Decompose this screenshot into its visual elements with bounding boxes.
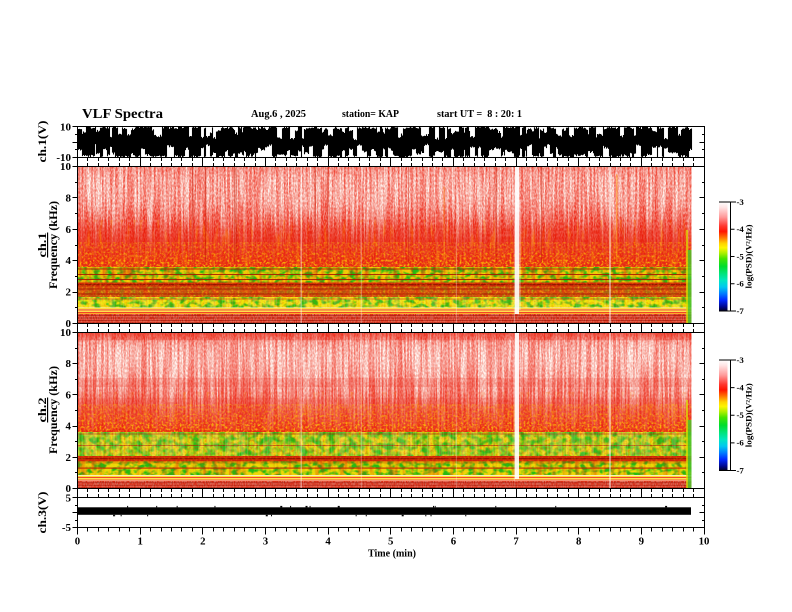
- svg-text:-4: -4: [737, 382, 745, 392]
- svg-text:3: 3: [263, 536, 269, 548]
- svg-text:station= KAP: station= KAP: [342, 108, 399, 120]
- svg-text:5: 5: [388, 536, 393, 548]
- svg-text:6: 6: [66, 389, 72, 401]
- svg-text:0: 0: [66, 483, 72, 495]
- svg-text:VLF Spectra: VLF Spectra: [82, 106, 163, 121]
- svg-text:log(PSD)(V²/Hz): log(PSD)(V²/Hz): [745, 383, 754, 447]
- svg-text:Aug.6 , 2025: Aug.6 , 2025: [251, 108, 306, 120]
- svg-text:4: 4: [325, 536, 331, 548]
- svg-text:ch.1(V): ch.1(V): [37, 120, 49, 162]
- svg-text:-7: -7: [737, 465, 745, 475]
- svg-text:8: 8: [66, 192, 72, 204]
- svg-text:0: 0: [75, 536, 80, 548]
- svg-text:10: 10: [60, 122, 72, 134]
- svg-text:6: 6: [451, 536, 457, 548]
- svg-text:-3: -3: [737, 355, 745, 365]
- svg-text:1: 1: [137, 536, 142, 548]
- svg-text:-6: -6: [737, 438, 745, 448]
- svg-text:-3: -3: [737, 197, 745, 207]
- svg-text:4: 4: [66, 255, 72, 267]
- svg-text:log(PSD)(V²/Hz): log(PSD)(V²/Hz): [745, 224, 754, 288]
- svg-text:10: 10: [60, 327, 72, 339]
- svg-text:5: 5: [66, 493, 72, 505]
- svg-text:Frequency (kHz): Frequency (kHz): [48, 201, 60, 289]
- svg-text:8: 8: [576, 536, 582, 548]
- svg-text:6: 6: [66, 224, 72, 236]
- svg-text:-7: -7: [737, 306, 745, 316]
- svg-text:-5: -5: [737, 251, 745, 261]
- svg-text:Time (min): Time (min): [368, 549, 416, 560]
- svg-text:start UT = 8 : 20: 1: start UT = 8 : 20: 1: [437, 108, 522, 120]
- svg-text:9: 9: [639, 536, 645, 548]
- svg-text:-10: -10: [56, 152, 71, 164]
- svg-text:10: 10: [699, 536, 710, 548]
- svg-text:2: 2: [66, 287, 72, 299]
- svg-text:ch.1: ch.1: [37, 232, 49, 257]
- svg-text:2: 2: [66, 452, 72, 464]
- svg-text:-5: -5: [737, 410, 745, 420]
- svg-text:-4: -4: [737, 224, 745, 234]
- svg-text:7: 7: [513, 536, 519, 548]
- svg-text:0: 0: [66, 318, 72, 330]
- svg-text:4: 4: [66, 421, 72, 433]
- svg-text:10: 10: [60, 161, 72, 173]
- svg-text:-6: -6: [737, 279, 745, 289]
- svg-text:ch.2: ch.2: [37, 397, 49, 422]
- svg-text:8: 8: [66, 358, 72, 370]
- svg-text:-5: -5: [62, 522, 72, 534]
- svg-text:ch.3(V): ch.3(V): [37, 491, 49, 533]
- svg-text:2: 2: [200, 536, 205, 548]
- svg-text:Frequency (kHz): Frequency (kHz): [48, 366, 60, 454]
